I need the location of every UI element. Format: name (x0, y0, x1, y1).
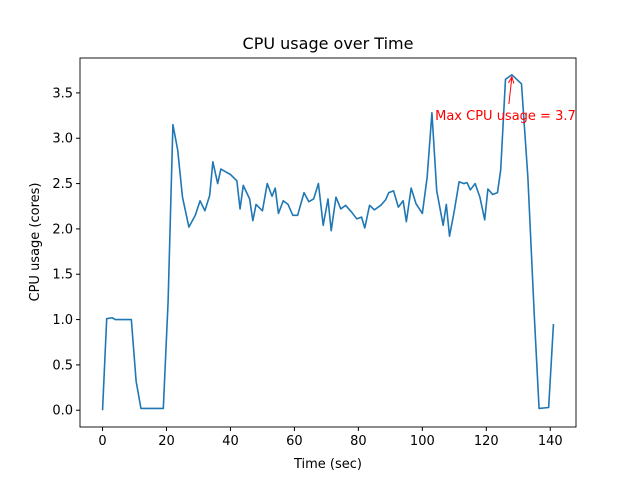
chart-title: CPU usage over Time (243, 34, 414, 53)
y-tick-label: 1.0 (52, 313, 73, 328)
x-tick-label: 140 (538, 434, 563, 449)
y-axis-label: CPU usage (cores) (28, 183, 43, 302)
x-axis-label: Time (sec) (293, 457, 362, 472)
data-line (101, 73, 555, 411)
x-tick-label: 60 (286, 434, 303, 449)
annotation-arrowhead (508, 75, 515, 84)
x-tick-label: 80 (350, 434, 367, 449)
y-tick-label: 3.0 (52, 132, 73, 147)
y-tick-label: 2.0 (52, 222, 73, 237)
axes-frame (79, 57, 577, 428)
x-tick-label: 0 (98, 434, 106, 449)
y-tick-label: 1.5 (52, 268, 73, 283)
y-tick-label: 2.5 (52, 177, 73, 192)
x-tick-label: 100 (410, 434, 435, 449)
y-tick-label: 0.5 (52, 358, 73, 373)
x-tick-label: 20 (158, 434, 175, 449)
y-tick-label: 0.0 (52, 404, 73, 419)
x-tick-label: 120 (474, 434, 499, 449)
annotation-text: Max CPU usage = 3.7 (435, 109, 576, 124)
x-tick-label: 40 (222, 434, 239, 449)
annotation-arrow (508, 76, 513, 105)
y-tick-label: 3.5 (52, 86, 73, 101)
